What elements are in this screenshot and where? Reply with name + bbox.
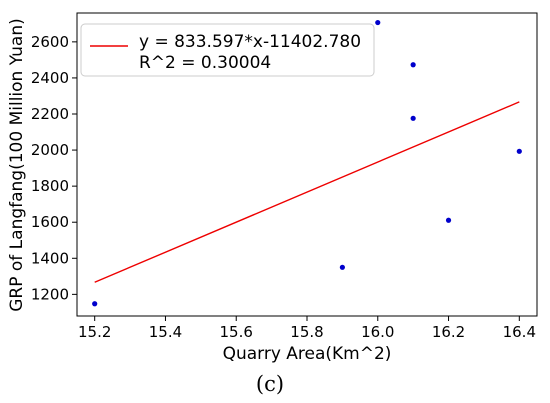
y-axis-title: GRP of Langfang(100 Million Yuan) bbox=[7, 18, 27, 312]
x-tick-label: 15.6 bbox=[220, 323, 253, 341]
data-point bbox=[445, 217, 452, 223]
data-point bbox=[375, 19, 381, 26]
data-points bbox=[92, 19, 522, 307]
y-tick-label: 2400 bbox=[31, 69, 69, 87]
data-point bbox=[410, 115, 416, 121]
data-point bbox=[92, 301, 98, 307]
x-tick-label: 16.4 bbox=[503, 323, 536, 341]
x-tick-label: 15.4 bbox=[149, 323, 182, 341]
x-axis-title: Quarry Area(Km^2) bbox=[223, 344, 392, 364]
x-tick-label: 15.8 bbox=[290, 323, 323, 341]
y-tick-label: 2600 bbox=[31, 33, 69, 51]
y-tick-label: 1800 bbox=[31, 177, 69, 195]
y-tick-label: 1200 bbox=[31, 285, 69, 303]
data-point bbox=[410, 62, 416, 68]
legend-r-squared: R^2 = 0.30004 bbox=[139, 53, 271, 73]
fit-line bbox=[94, 101, 520, 283]
data-point bbox=[339, 264, 345, 270]
y-tick-label: 1600 bbox=[31, 213, 69, 231]
y-tick-label: 2000 bbox=[31, 141, 69, 159]
data-point bbox=[516, 148, 522, 154]
legend: y = 833.597*x-11402.780 R^2 = 0.30004 bbox=[80, 23, 375, 77]
y-tick-label: 1400 bbox=[31, 249, 69, 267]
x-axis-ticks: 15.2 15.4 15.6 15.8 16.0 16.2 16.4 bbox=[78, 316, 536, 341]
legend-box bbox=[80, 23, 375, 77]
legend-equation: y = 833.597*x-11402.780 bbox=[139, 32, 361, 52]
x-tick-label: 16.2 bbox=[432, 323, 465, 341]
x-tick-label: 16.0 bbox=[361, 323, 394, 341]
y-axis-ticks: 1200 1400 1600 1800 2000 2200 2400 2600 bbox=[31, 33, 77, 303]
y-tick-label: 2200 bbox=[31, 105, 69, 123]
figure-caption: (c) bbox=[256, 372, 284, 396]
x-tick-label: 15.2 bbox=[78, 323, 111, 341]
